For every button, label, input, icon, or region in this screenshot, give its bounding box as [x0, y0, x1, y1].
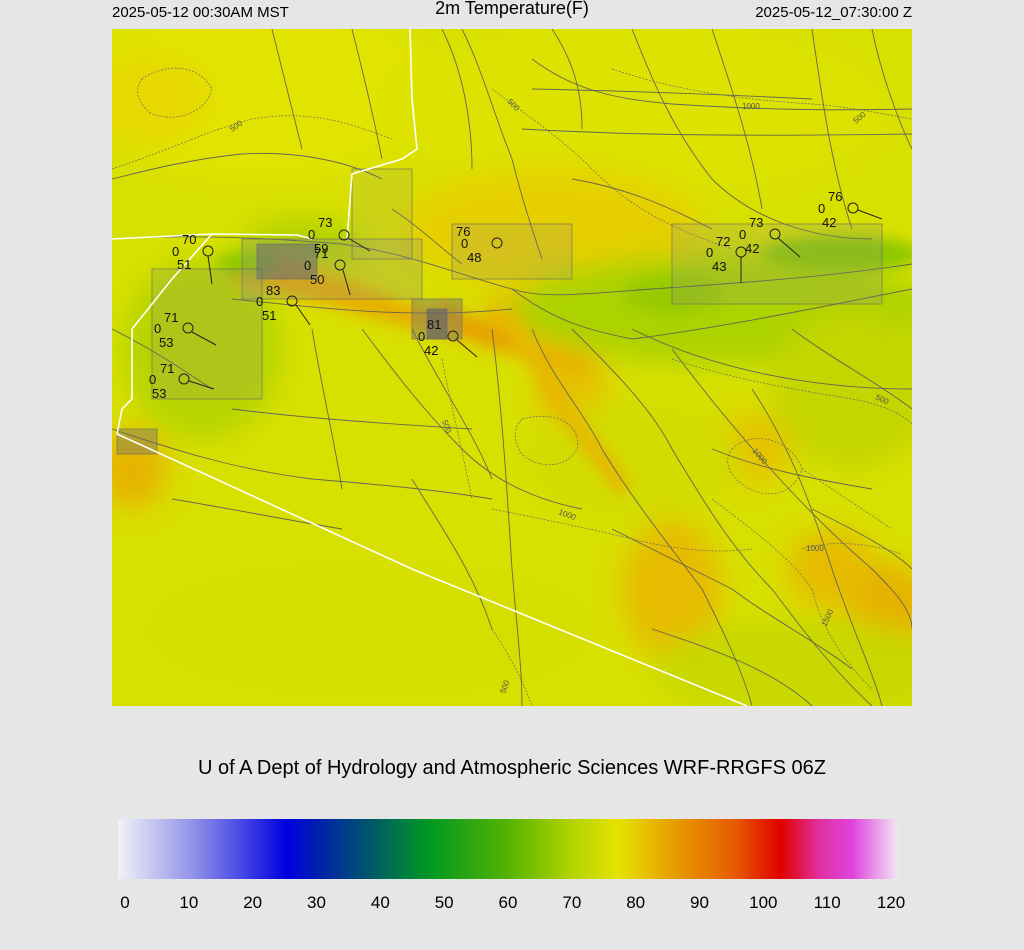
station-dewpoint: 51 [262, 308, 276, 323]
model-credit: U of A Dept of Hydrology and Atmospheric… [197, 757, 827, 779]
colorbar-tick-label: 0 [120, 893, 130, 912]
colorbar-tick-label: 110 [813, 893, 841, 912]
station-plot: 76 0 42 [818, 189, 883, 230]
colorbar-tick-label: 40 [370, 893, 390, 912]
station-dewpoint: 53 [152, 386, 166, 401]
station-dewpoint: 42 [424, 343, 438, 358]
station-temperature: 76 [828, 189, 842, 204]
colorbar-tick-label: 10 [179, 893, 199, 912]
contour-label: 500 [498, 679, 511, 695]
station-temperature: 71 [160, 361, 174, 376]
station-plot: 71 0 50 [304, 246, 351, 296]
station-cloud: 0 [418, 329, 425, 344]
map-title: 2m Temperature(F) [435, 0, 589, 18]
station-dewpoint: 42 [745, 241, 759, 256]
station-plot: 81 0 42 [418, 317, 478, 358]
station-plot: 73 0 59 [308, 215, 371, 256]
contour-label: 1000 [806, 544, 824, 553]
urban-areas [116, 168, 883, 455]
station-cloud: 0 [818, 201, 825, 216]
temperature-map: 500 500 1000 500 500 500 1000 1000 500 1… [112, 29, 912, 706]
station-dewpoint: 59 [314, 241, 328, 256]
station-dewpoint: 42 [822, 215, 836, 230]
station-plot: 71 0 53 [149, 361, 215, 401]
station-cloud: 0 [154, 321, 161, 336]
station-dewpoint: 53 [159, 335, 173, 350]
station-temperature: 73 [318, 215, 332, 230]
colorbar-tick-label: 20 [243, 893, 263, 912]
station-plots: 70 0 51 73 0 59 71 0 50 83 [149, 189, 883, 401]
station-plot: 71 0 53 [154, 310, 217, 350]
elevation-contours [112, 67, 912, 706]
station-cloud: 0 [304, 258, 311, 273]
station-plot: 76 0 48 [456, 224, 503, 265]
station-dewpoint: 43 [712, 259, 726, 274]
valid-local-time: 2025-05-12 00:30AM MST [112, 4, 289, 21]
station-plot: 73 0 42 [739, 215, 801, 258]
colorbar-tick-label: 80 [626, 893, 646, 912]
station-dewpoint: 48 [467, 250, 481, 265]
colorbar-tick-label: 50 [434, 893, 454, 912]
station-cloud: 0 [172, 244, 179, 259]
road-network [112, 29, 912, 706]
station-dewpoint: 51 [177, 257, 191, 272]
station-temperature: 83 [266, 283, 280, 298]
station-temperature: 70 [182, 232, 196, 247]
station-temperature: 72 [716, 234, 730, 249]
colorbar-tick-label: 70 [562, 893, 582, 912]
station-cloud: 0 [706, 245, 713, 260]
colorbar-tick-label: 100 [749, 893, 778, 912]
contour-label: 1000 [742, 102, 760, 111]
boundary-lines [112, 29, 748, 706]
station-dewpoint: 50 [310, 272, 324, 287]
station-cloud: 0 [308, 227, 315, 242]
valid-utc-time: 2025-05-12_07:30:00 Z [755, 4, 912, 21]
station-plot: 83 0 51 [256, 283, 311, 326]
station-cloud: 0 [149, 372, 156, 387]
temperature-colorbar [118, 819, 898, 879]
station-temperature: 71 [164, 310, 178, 325]
colorbar-tick-label: 90 [690, 893, 709, 912]
station-plot: 70 0 51 [172, 232, 214, 285]
station-cloud: 0 [256, 294, 263, 309]
colorbar-tick-label: 30 [307, 893, 326, 912]
station-temperature: 73 [749, 215, 763, 230]
colorbar-tick-labels: 0 10 20 30 40 50 60 70 80 90 100 110 120 [0, 893, 1024, 917]
station-temperature: 71 [314, 246, 328, 261]
colorbar-tick-label: 60 [498, 893, 518, 912]
colorbar-tick-label: 120 [876, 893, 906, 912]
station-cloud: 0 [739, 227, 746, 242]
station-temperature: 76 [456, 224, 470, 239]
colorbar-gradient [118, 819, 898, 879]
station-cloud: 0 [461, 236, 468, 251]
station-temperature: 81 [427, 317, 441, 332]
station-plot: 72 0 43 [706, 234, 747, 283]
contour-label: 500 [440, 419, 453, 435]
